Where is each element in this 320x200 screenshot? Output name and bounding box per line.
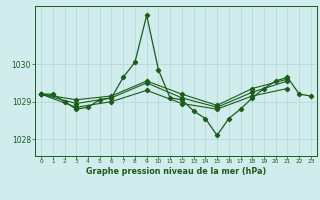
X-axis label: Graphe pression niveau de la mer (hPa): Graphe pression niveau de la mer (hPa) (86, 167, 266, 176)
